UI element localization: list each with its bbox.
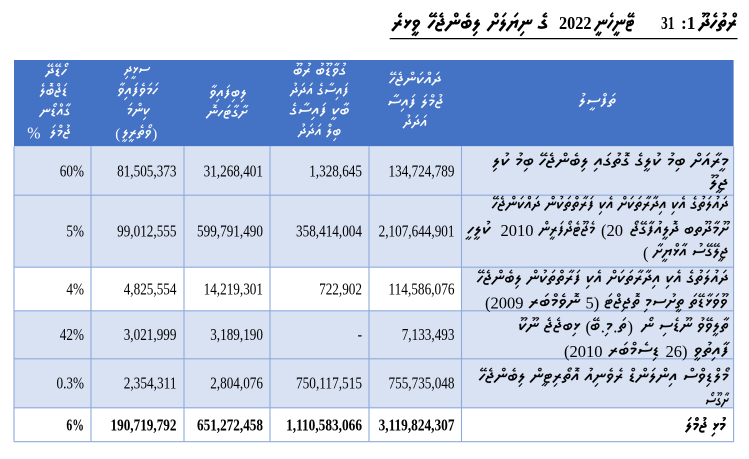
svg-text:(2009: (2009: [485, 294, 524, 313]
svg-text:): ): [628, 318, 634, 337]
svg-text:81,505,373: 81,505,373: [117, 161, 176, 180]
svg-text:31: 31: [661, 13, 675, 33]
svg-text:99,012,555: 99,012,555: [117, 222, 176, 241]
svg-text:1,328,645: 1,328,645: [309, 161, 362, 180]
svg-text:4,825,554: 4,825,554: [124, 279, 177, 298]
svg-text:5): 5): [586, 294, 600, 313]
svg-text:599,791,490: 599,791,490: [197, 222, 263, 241]
svg-text::1: :1: [681, 13, 696, 33]
svg-text:(: (: [115, 126, 120, 142]
svg-text:358,414,004: 358,414,004: [296, 222, 362, 241]
svg-text:7,133,493: 7,133,493: [402, 325, 455, 344]
svg-text:(20: (20: [601, 221, 623, 240]
svg-text:%: %: [27, 124, 40, 143]
svg-text:2,804,076: 2,804,076: [210, 374, 263, 393]
svg-text:): ): [152, 126, 157, 142]
svg-text:114,586,076: 114,586,076: [389, 279, 455, 298]
svg-text:755,735,048: 755,735,048: [389, 374, 455, 393]
svg-text:2,107,644,901: 2,107,644,901: [379, 222, 455, 241]
svg-text:134,724,789: 134,724,789: [389, 161, 455, 180]
svg-text:651,272,458: 651,272,458: [197, 415, 263, 434]
svg-text:722,902: 722,902: [319, 279, 362, 298]
svg-text:1,110,583,066: 1,110,583,066: [286, 415, 362, 434]
svg-text:5%: 5%: [66, 222, 84, 241]
svg-text:4%: 4%: [66, 279, 84, 298]
svg-text:(2010: (2010: [564, 342, 603, 361]
svg-text:2,354,311: 2,354,311: [124, 374, 177, 393]
svg-text:3,189,190: 3,189,190: [210, 325, 263, 344]
svg-text:2022: 2022: [559, 13, 592, 33]
svg-text:(: (: [643, 243, 649, 262]
svg-text:-: -: [358, 325, 362, 344]
svg-text:42%: 42%: [60, 325, 84, 344]
svg-text:26): 26): [666, 342, 688, 361]
svg-text:2010: 2010: [501, 221, 534, 240]
svg-text:(: (: [586, 318, 592, 337]
svg-text:190,719,792: 190,719,792: [111, 415, 177, 434]
svg-text:6%: 6%: [66, 415, 84, 434]
svg-text:3,021,999: 3,021,999: [124, 325, 177, 344]
svg-text:3,119,824,307: 3,119,824,307: [379, 415, 455, 434]
svg-text:60%: 60%: [60, 161, 84, 180]
svg-text:14,219,301: 14,219,301: [204, 279, 263, 298]
svg-text:31,268,401: 31,268,401: [204, 161, 263, 180]
svg-text:750,117,515: 750,117,515: [296, 374, 362, 393]
svg-text:.: .: [601, 318, 605, 337]
svg-text:0.3%: 0.3%: [57, 374, 85, 393]
svg-text:.: .: [613, 318, 617, 337]
